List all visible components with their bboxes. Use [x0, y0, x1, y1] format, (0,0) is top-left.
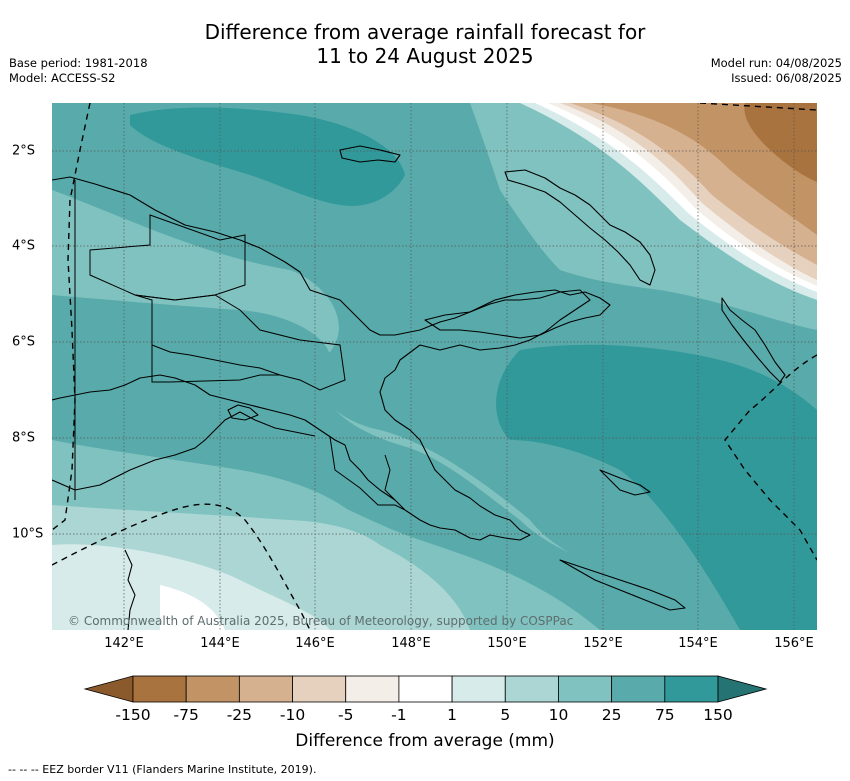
bougainville-coast [721, 297, 786, 383]
colorbar-extend-low [83, 675, 134, 703]
copyright-credit: © Commonwealth of Australia 2025, Bureau… [68, 614, 574, 628]
cb-label-5: -1 [391, 706, 407, 724]
border-milne [384, 454, 396, 501]
colorbar-title: Difference from average (mm) [295, 731, 555, 751]
colorbar-cell [451, 675, 506, 703]
meta-left: Base period: 1981-2018 Model: ACCESS-S2 [9, 56, 148, 86]
lon-label-144: 144°E [200, 636, 240, 651]
lat-label-10s: 10°S [12, 526, 44, 542]
field-75-150-east [496, 344, 817, 630]
lat-label-4s: 4°S [12, 238, 36, 254]
cb-label-4: -5 [337, 706, 354, 724]
cb-label-8: 10 [548, 706, 569, 724]
lake-murray-outline [227, 404, 259, 421]
border-southern [151, 345, 280, 383]
colorbar-cell [185, 675, 240, 703]
colorbar-cell [345, 675, 400, 703]
lon-label-142: 142°E [104, 636, 144, 651]
field-minus75-ne [744, 103, 817, 182]
lon-label-150: 150°E [487, 636, 527, 651]
rainfall-field [52, 103, 817, 630]
cb-label-3: -10 [279, 706, 306, 724]
lon-label-156: 156°E [774, 636, 814, 651]
colorbar-cell [398, 675, 453, 703]
colorbar-cell [611, 675, 666, 703]
field-neutral [160, 585, 225, 630]
colorbar-cell [504, 675, 559, 703]
colorbar-cell [292, 675, 347, 703]
new-ireland-coast [504, 169, 656, 286]
kiriwina-islands [599, 469, 651, 496]
graticule [52, 103, 817, 630]
cape-york-coast [124, 549, 136, 630]
colorbar-cell [558, 675, 613, 703]
cb-label-6: 1 [447, 706, 458, 724]
coastlines [52, 145, 786, 630]
eez-border [52, 103, 817, 630]
lon-label-152: 152°E [583, 636, 623, 651]
field-10-25-north [470, 103, 817, 330]
border-central [134, 294, 346, 391]
lon-label-154: 154°E [678, 636, 718, 651]
louisiade-islands [559, 559, 686, 611]
lat-label-2s: 2°S [12, 143, 36, 159]
border-highlands [89, 214, 246, 301]
eez-south [52, 503, 311, 630]
colorbar-cell [238, 675, 293, 703]
model-text: Model: ACCESS-S2 [9, 71, 116, 85]
cb-label-1: -75 [173, 706, 199, 724]
province-borders [74, 180, 406, 511]
issued-text: Issued: 06/08/2025 [731, 71, 842, 85]
eez-east [724, 354, 817, 561]
map-title: Difference from average rainfall forecas… [0, 20, 850, 68]
cb-label-10: 75 [654, 706, 675, 724]
eez-northeast [699, 103, 817, 111]
colorbar-cells [83, 675, 768, 703]
eez-legend-note: -- -- -- EEZ border V11 (Flanders Marine… [8, 763, 317, 776]
colorbar-extend-high [717, 675, 768, 703]
cb-label-7: 5 [500, 706, 511, 724]
manus-island-coast [339, 145, 401, 163]
lon-label-148: 148°E [391, 636, 431, 651]
lat-label-8s: 8°S [12, 430, 36, 446]
model-run-text: Model run: 04/08/2025 [710, 56, 842, 70]
new-guinea-coast [52, 176, 591, 541]
colorbar-cell [664, 675, 719, 703]
lon-label-146: 146°E [295, 636, 335, 651]
border-oro [329, 436, 406, 511]
new-guinea-south-coast [52, 411, 316, 491]
cb-label-9: 25 [601, 706, 622, 724]
base-period-text: Base period: 1981-2018 [9, 56, 148, 70]
new-britain-coast [424, 289, 611, 339]
title-line-2: 11 to 24 August 2025 [316, 44, 534, 68]
cb-label-11: 150 [703, 706, 733, 724]
field-1-5 [52, 544, 330, 630]
lat-label-6s: 6°S [12, 334, 36, 350]
colorbar-cell [132, 675, 187, 703]
meta-right: Model run: 04/08/2025 Issued: 06/08/2025 [711, 56, 842, 86]
cb-label-0: -150 [115, 706, 151, 724]
field-75-150-north [130, 107, 405, 206]
cb-label-2: -25 [226, 706, 253, 724]
title-line-1: Difference from average rainfall forecas… [204, 20, 646, 44]
